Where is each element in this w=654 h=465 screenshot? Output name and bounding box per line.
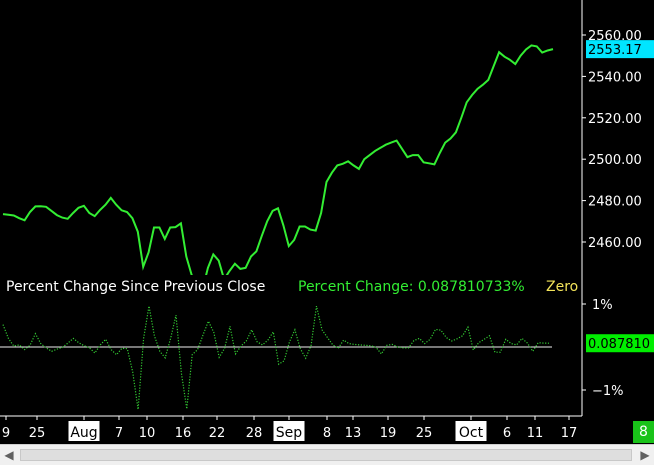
x-tick-label: 19 [380,426,397,441]
zero-line-label: Zero [546,279,579,295]
indicator-badge-label: 0.087810 [588,337,650,352]
x-tick-label: 11 [527,426,544,441]
price-tick-label: 2460.00 [588,236,642,251]
x-tick-label: 6 [503,426,511,441]
x-tick-label: 25 [29,426,46,441]
x-month-highlight [68,421,100,441]
price-tick-label: 2500.00 [588,153,642,168]
price-tick-label: 2480.00 [588,195,642,210]
indicator-badge [586,334,654,353]
x-tick-label: 28 [246,426,263,441]
x-tick-label: 17 [561,426,578,441]
x-tick-label: Aug [70,425,97,441]
x-tick-label: 13 [345,426,362,441]
price-tick-label: 2540.00 [588,70,642,85]
indicator-tick-label: 1% [592,298,613,313]
corner-badge[interactable]: 8 [633,421,654,443]
x-tick-label: 25 [416,426,433,441]
x-month-highlight [455,421,487,441]
x-tick-label: 10 [139,426,156,441]
price-badge-label: 2553.17 [588,43,642,58]
indicator-title: Percent Change Since Previous Close [6,279,266,295]
x-tick-label: 22 [209,426,226,441]
x-month-highlight [273,421,305,441]
horizontal-scrollbar[interactable]: ◀ ▶ [0,444,654,465]
indicator-tick-label: −1% [592,384,624,399]
x-tick-label: 9 [2,426,10,441]
scroll-left-arrow-icon[interactable]: ◀ [4,448,14,462]
indicator-value-label: Percent Change: 0.087810733% [298,279,525,295]
x-tick-label: Sep [276,425,303,441]
price-series-line [2,44,554,275]
scroll-thumb[interactable] [20,449,632,461]
x-tick-label: 8 [323,426,331,441]
indicator-series-line [2,305,550,410]
scroll-right-arrow-icon[interactable]: ▶ [640,448,650,462]
x-tick-label: 7 [115,426,123,441]
price-badge [586,40,654,59]
price-tick-label: 2520.00 [588,112,642,127]
x-tick-label: Oct [459,425,484,441]
x-tick-label: 16 [175,426,192,441]
